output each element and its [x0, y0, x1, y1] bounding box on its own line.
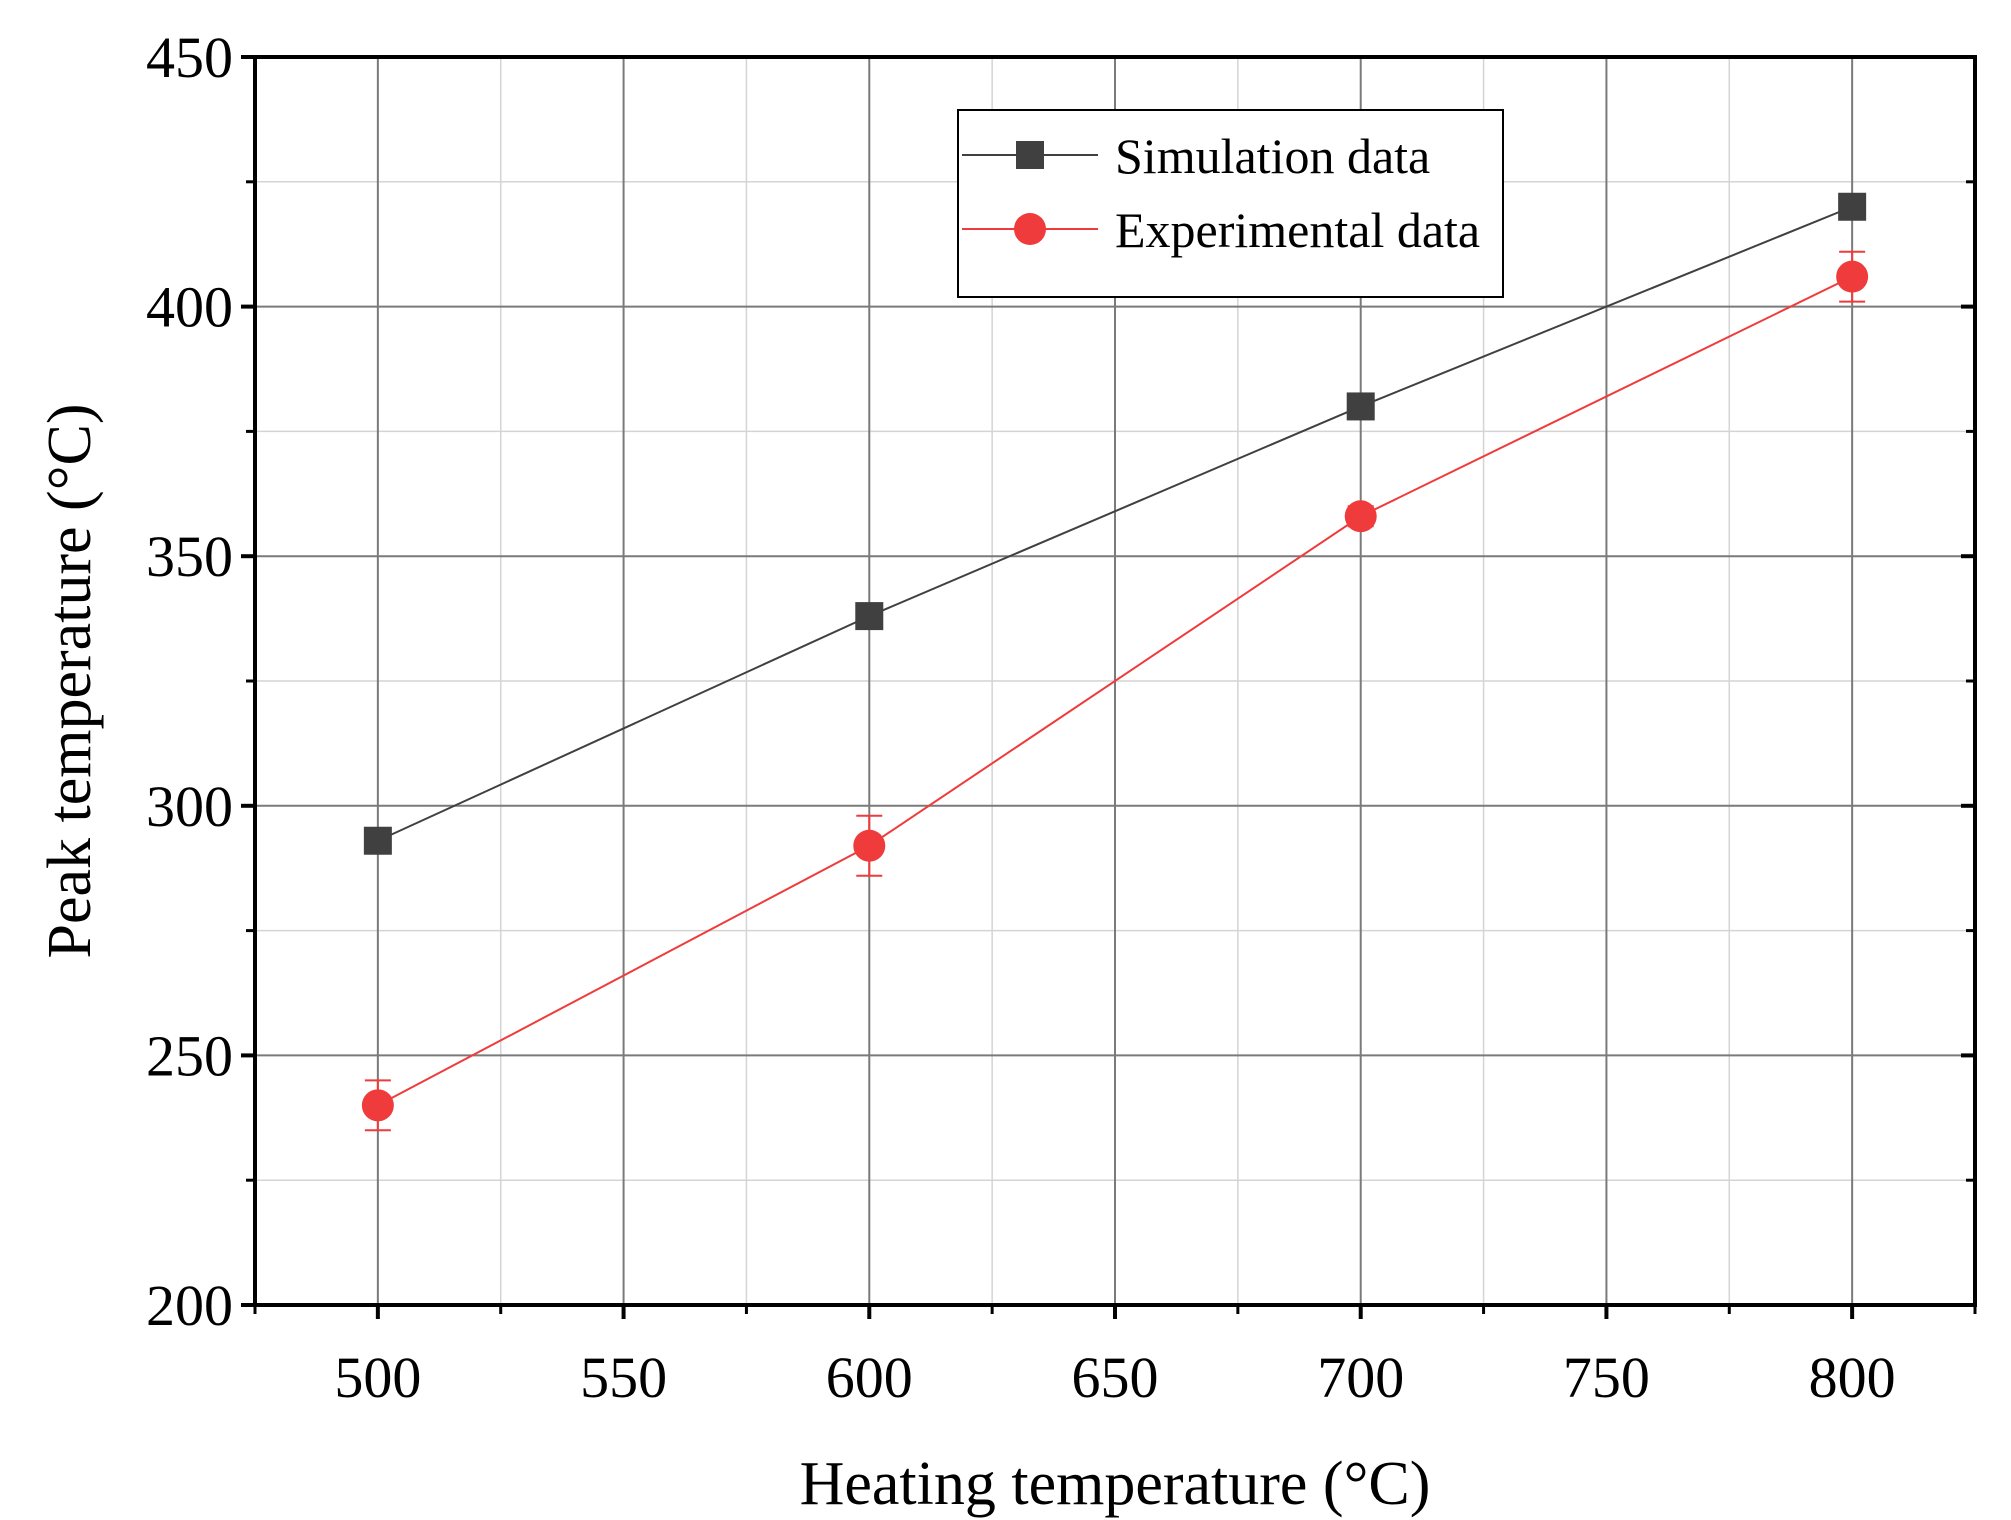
- x-tick-label: 650: [1072, 1345, 1159, 1410]
- y-tick-label: 200: [146, 1273, 233, 1338]
- plot-frame: [253, 55, 1977, 1307]
- y-tick-label: 300: [146, 774, 233, 839]
- legend-box: [957, 109, 1504, 298]
- x-tick-label: 800: [1809, 1345, 1896, 1410]
- y-tick-label: 400: [146, 275, 233, 340]
- series-layer: [361, 192, 1869, 1132]
- y-tick-label: 350: [146, 524, 233, 589]
- data-point-experimental-data: [1836, 260, 1869, 293]
- legend-marker-experimental: [1014, 213, 1046, 245]
- legend: Simulation data Experimental data: [957, 109, 1504, 298]
- data-point-experimental-data: [361, 1089, 394, 1122]
- data-point-experimental-data: [1344, 500, 1377, 533]
- data-point-simulation-data: [1346, 392, 1375, 421]
- grid: [255, 57, 1975, 1305]
- data-point-simulation-data: [363, 826, 392, 855]
- y-tick-label: 250: [146, 1023, 233, 1088]
- legend-label-simulation: Simulation data: [1115, 128, 1430, 184]
- legend-marker-simulation: [1016, 141, 1044, 169]
- data-point-simulation-data: [1838, 192, 1867, 221]
- series-line-simulation-data: [377, 205, 1853, 842]
- x-tick-label: 500: [334, 1345, 421, 1410]
- x-axis-title: Heating temperature (°C): [800, 1450, 1431, 1518]
- y-tick-label: 450: [146, 25, 233, 90]
- x-tick-label: 700: [1317, 1345, 1404, 1410]
- x-tick-label: 600: [826, 1345, 913, 1410]
- x-tick-label: 550: [580, 1345, 667, 1410]
- legend-label-experimental: Experimental data: [1115, 202, 1480, 258]
- series-line-experimental-data: [377, 275, 1853, 1107]
- data-point-experimental-data: [853, 829, 886, 862]
- x-tick-label: 750: [1563, 1345, 1650, 1410]
- axes: 500 550 600 650 700 750 800 200 250 300 350 400 450: [146, 25, 1977, 1410]
- data-point-simulation-data: [855, 602, 884, 631]
- y-axis-title: Peak temperature (°C): [36, 403, 104, 958]
